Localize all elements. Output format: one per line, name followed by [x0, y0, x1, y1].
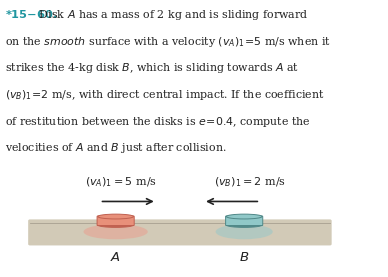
Ellipse shape [83, 224, 148, 239]
Text: velocities of $A$ and $B$ just after collision.: velocities of $A$ and $B$ just after col… [5, 141, 227, 155]
Ellipse shape [216, 224, 273, 239]
Text: strikes the 4-kg disk $B$, which is sliding towards $A$ at: strikes the 4-kg disk $B$, which is slid… [5, 61, 299, 75]
FancyBboxPatch shape [225, 216, 263, 225]
Text: $A$: $A$ [110, 251, 121, 264]
Ellipse shape [98, 214, 133, 219]
Text: on the $\mathit{smooth}$ surface with a velocity $(v_A)_1\!=\!5$ m/s when it: on the $\mathit{smooth}$ surface with a … [5, 35, 331, 49]
Text: Disk $A$ has a mass of 2 kg and is sliding forward: Disk $A$ has a mass of 2 kg and is slidi… [32, 8, 308, 22]
Text: $(v_B)_1 = 2$ m/s: $(v_B)_1 = 2$ m/s [213, 175, 286, 189]
Ellipse shape [226, 223, 262, 227]
Text: of restitution between the disks is $e\!=\!0.4$, compute the: of restitution between the disks is $e\!… [5, 115, 311, 129]
Text: $\bf{*15}$$\bf{-60.}$: $\bf{*15}$$\bf{-60.}$ [5, 8, 57, 20]
FancyBboxPatch shape [97, 216, 134, 225]
Text: $B$: $B$ [239, 251, 249, 264]
Ellipse shape [226, 214, 262, 219]
Text: $(v_B)_1\!=\!2$ m/s, with direct central impact. If the coefficient: $(v_B)_1\!=\!2$ m/s, with direct central… [5, 88, 324, 102]
Text: $(v_A)_1 = 5$ m/s: $(v_A)_1 = 5$ m/s [85, 175, 157, 189]
Ellipse shape [98, 223, 133, 227]
FancyBboxPatch shape [28, 219, 332, 245]
